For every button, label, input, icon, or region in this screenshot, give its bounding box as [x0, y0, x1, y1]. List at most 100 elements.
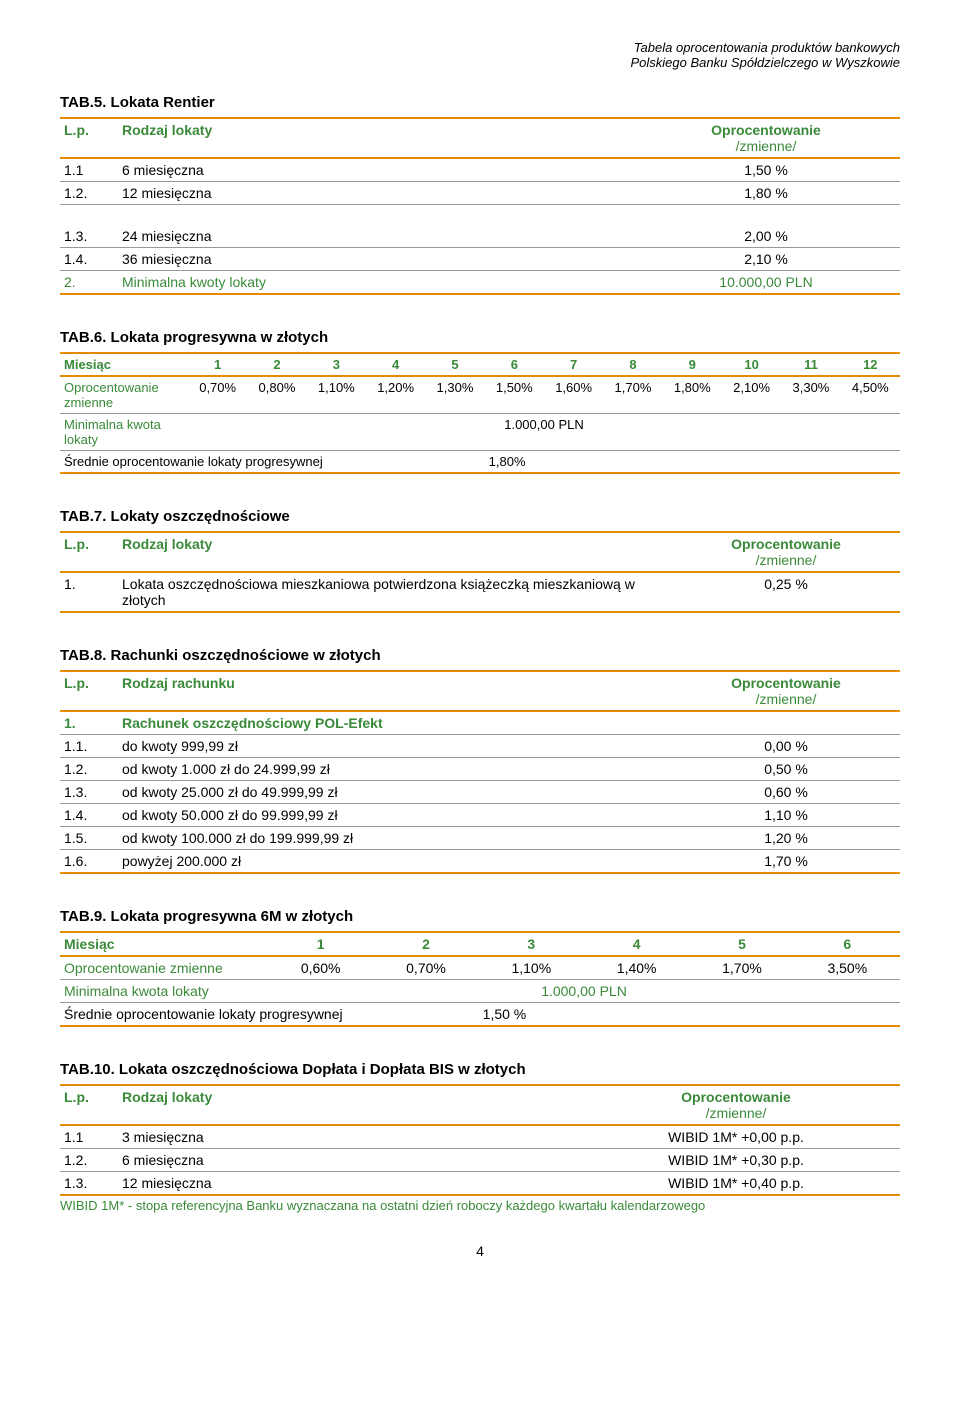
t6-m6: 6: [485, 353, 544, 376]
t6-m3: 3: [307, 353, 366, 376]
t10-r2-val: WIBID 1M* +0,40 p.p.: [572, 1172, 900, 1196]
t7-row-name: Lokata oszczędnościowa mieszkaniowa potw…: [118, 572, 672, 612]
tab8-table: L.p. Rodzaj rachunku Oprocentowanie /zmi…: [60, 670, 900, 874]
t6-v12: 4,50%: [841, 376, 900, 414]
t10-r1-lp: 1.2.: [60, 1149, 118, 1172]
t8-r5-name: powyżej 200.000 zł: [118, 850, 672, 874]
t6-miesiac: Miesiąc: [64, 357, 111, 372]
t8-hlp: 1.: [60, 711, 118, 735]
tab9-table: Miesiąc 1 2 3 4 5 6 Oprocentowanie zmien…: [60, 931, 900, 1027]
tab8-title: TAB.8. Rachunki oszczędnościowe w złotyc…: [60, 647, 900, 664]
t5-r3-val: 2,10 %: [632, 248, 900, 271]
t8-r0-name: do kwoty 999,99 zł: [118, 735, 672, 758]
t5-r4-lp: 2.: [60, 271, 118, 295]
t6-opr-label: Oprocentowanie zmienne: [60, 376, 188, 414]
t10-r1-val: WIBID 1M* +0,30 p.p.: [572, 1149, 900, 1172]
t6-v9: 1,80%: [663, 376, 722, 414]
t8-r4-lp: 1.5.: [60, 827, 118, 850]
header-line2: Polskiego Banku Spółdzielczego w Wyszkow…: [630, 55, 900, 70]
t6-min-val: 1.000,00 PLN: [188, 414, 900, 451]
t9-v2: 0,70%: [373, 956, 478, 980]
t6-v7: 1,60%: [544, 376, 603, 414]
t10-zm: /zmienne/: [706, 1105, 767, 1121]
t6-min-label: Minimalna kwota lokaty: [60, 414, 188, 451]
t9-m2: 2: [373, 932, 478, 956]
t5-r2-name: 24 miesięczna: [118, 225, 632, 248]
t7-rodzaj: Rodzaj lokaty: [122, 536, 212, 552]
t5-r4-name: Minimalna kwoty lokaty: [118, 271, 632, 295]
t5-r2-val: 2,00 %: [632, 225, 900, 248]
t10-r2-name: 12 miesięczna: [118, 1172, 572, 1196]
t8-r3-name: od kwoty 50.000 zł do 99.999,99 zł: [118, 804, 672, 827]
tab7-table: L.p. Rodzaj lokaty Oprocentowanie /zmien…: [60, 531, 900, 613]
t7-zm: /zmienne/: [756, 552, 817, 568]
t10-lp: L.p.: [64, 1089, 89, 1105]
t6-v8: 1,70%: [603, 376, 662, 414]
t5-r3-name: 36 miesięczna: [118, 248, 632, 271]
t5-r2-lp: 1.3.: [60, 225, 118, 248]
t10-opr: Oprocentowanie: [681, 1089, 791, 1105]
t10-r0-name: 3 miesięczna: [118, 1125, 572, 1149]
t6-m11: 11: [781, 353, 840, 376]
t9-v3: 1,10%: [479, 956, 584, 980]
t8-r0-val: 0,00 %: [672, 735, 900, 758]
t8-r4-name: od kwoty 100.000 zł do 199.999,99 zł: [118, 827, 672, 850]
t6-avg-val: 1,80%: [485, 451, 900, 474]
t8-r0-lp: 1.1.: [60, 735, 118, 758]
t9-v5: 1,70%: [689, 956, 794, 980]
t6-v1: 0,70%: [188, 376, 247, 414]
t10-r1-name: 6 miesięczna: [118, 1149, 572, 1172]
col-opr: Oprocentowanie: [711, 122, 821, 138]
t10-r0-lp: 1.1: [60, 1125, 118, 1149]
tab10-table: L.p. Rodzaj lokaty Oprocentowanie /zmien…: [60, 1084, 900, 1196]
t8-r5-val: 1,70 %: [672, 850, 900, 874]
t8-r5-lp: 1.6.: [60, 850, 118, 874]
t6-v2: 0,80%: [247, 376, 306, 414]
t9-m1: 1: [268, 932, 373, 956]
t6-m5: 5: [425, 353, 484, 376]
t9-min-label: Minimalna kwota lokaty: [60, 980, 268, 1003]
t6-m4: 4: [366, 353, 425, 376]
t6-m12: 12: [841, 353, 900, 376]
t9-min-val: 1.000,00 PLN: [268, 980, 900, 1003]
t6-v5: 1,30%: [425, 376, 484, 414]
t5-r1-name: 12 miesięczna: [118, 182, 632, 205]
t8-r1-name: od kwoty 1.000 zł do 24.999,99 zł: [118, 758, 672, 781]
t7-row-val: 0,25 %: [672, 572, 900, 612]
t10-r2-lp: 1.3.: [60, 1172, 118, 1196]
t6-v3: 1,10%: [307, 376, 366, 414]
t8-zm: /zmienne/: [756, 691, 817, 707]
t5-r1-lp: 1.2.: [60, 182, 118, 205]
tab5-title: TAB.5. Lokata Rentier: [60, 94, 900, 111]
t9-v6: 3,50%: [795, 956, 900, 980]
tab9-title: TAB.9. Lokata progresywna 6M w złotych: [60, 908, 900, 925]
t6-m9: 9: [663, 353, 722, 376]
tab7-title: TAB.7. Lokaty oszczędnościowe: [60, 508, 900, 525]
tab10-footnote: WIBID 1M* - stopa referencyjna Banku wyz…: [60, 1198, 900, 1213]
t6-v4: 1,20%: [366, 376, 425, 414]
col-rodzaj: Rodzaj lokaty: [122, 122, 212, 138]
tab6-title: TAB.6. Lokata progresywna w złotych: [60, 329, 900, 346]
t5-r1-val: 1,80 %: [632, 182, 900, 205]
t7-row-lp: 1.: [60, 572, 118, 612]
t5-r0-name: 6 miesięczna: [118, 158, 632, 182]
t6-m7: 7: [544, 353, 603, 376]
t6-v10: 2,10%: [722, 376, 781, 414]
t6-v6: 1,50%: [485, 376, 544, 414]
t8-rodzaj: Rodzaj rachunku: [122, 675, 235, 691]
t5-r3-lp: 1.4.: [60, 248, 118, 271]
t8-r2-val: 0,60 %: [672, 781, 900, 804]
t9-avg-label: Średnie oprocentowanie lokaty progresywn…: [60, 1003, 479, 1027]
t8-r3-lp: 1.4.: [60, 804, 118, 827]
t9-m6: 6: [795, 932, 900, 956]
t5-r4-val: 10.000,00 PLN: [632, 271, 900, 295]
t10-r0-val: WIBID 1M* +0,00 p.p.: [572, 1125, 900, 1149]
col-zm: /zmienne/: [736, 138, 797, 154]
tab10-title: TAB.10. Lokata oszczędnościowa Dopłata i…: [60, 1061, 900, 1078]
t9-opr-label: Oprocentowanie zmienne: [60, 956, 268, 980]
t6-v11: 3,30%: [781, 376, 840, 414]
t8-r1-val: 0,50 %: [672, 758, 900, 781]
tab6-table: Miesiąc 1 2 3 4 5 6 7 8 9 10 11 12 Oproc…: [60, 352, 900, 474]
t5-r0-val: 1,50 %: [632, 158, 900, 182]
t5-r0-lp: 1.1: [60, 158, 118, 182]
